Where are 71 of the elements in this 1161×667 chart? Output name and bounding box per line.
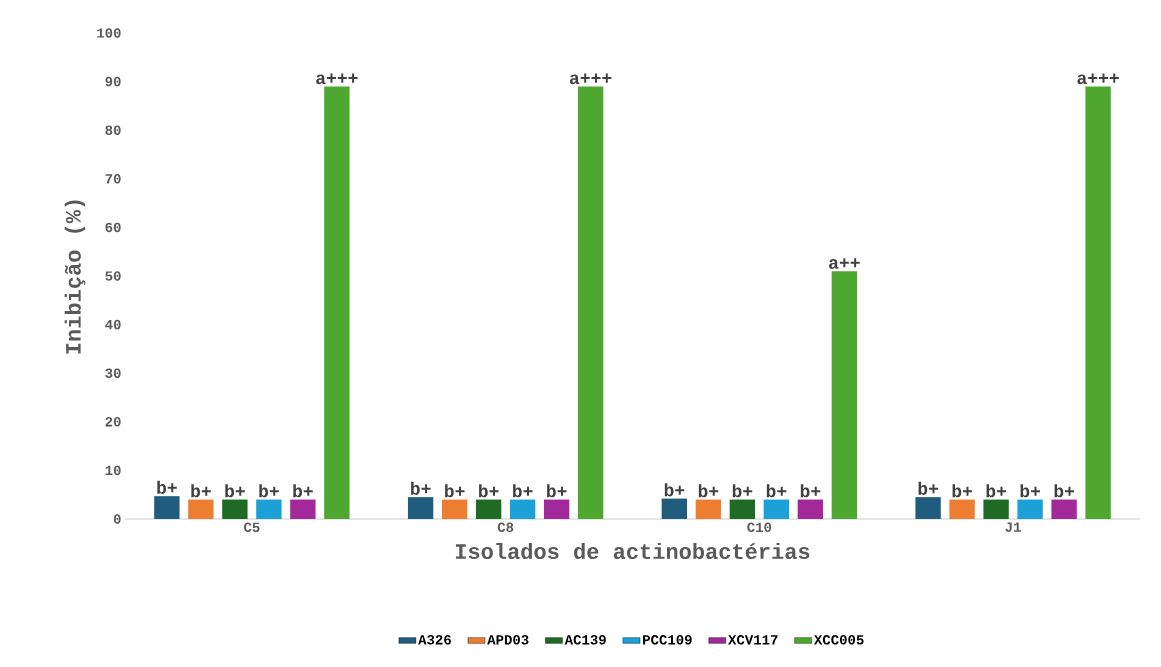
bar bbox=[695, 499, 722, 519]
y-tick-label: 30 bbox=[105, 368, 121, 378]
data-label: b+ bbox=[698, 484, 719, 498]
data-label: b+ bbox=[157, 480, 177, 494]
x-axis-title: Isolados de actinobactérias bbox=[455, 542, 810, 560]
legend-label: A326 bbox=[418, 635, 451, 645]
bar bbox=[509, 499, 536, 519]
bar bbox=[661, 498, 688, 519]
data-label: b+ bbox=[293, 484, 313, 498]
bar bbox=[915, 497, 941, 519]
y-tick-label: 100 bbox=[97, 28, 121, 38]
bar bbox=[1085, 86, 1111, 519]
bar bbox=[729, 499, 756, 519]
data-label: b+ bbox=[952, 484, 973, 498]
bar bbox=[831, 271, 858, 519]
data-label: b+ bbox=[732, 484, 753, 498]
x-tick-label: C10 bbox=[747, 522, 772, 533]
y-tick-label: 20 bbox=[105, 417, 121, 427]
legend-label: XCV117 bbox=[728, 635, 778, 645]
x-tick-label: C5 bbox=[244, 522, 260, 533]
x-tick-label: J1 bbox=[1005, 522, 1021, 532]
bar bbox=[475, 499, 502, 519]
x-tick-label: C8 bbox=[497, 522, 514, 533]
y-tick-label: 50 bbox=[105, 271, 121, 281]
data-label: b+ bbox=[918, 481, 938, 495]
bar bbox=[154, 496, 180, 519]
y-tick-label: 0 bbox=[113, 514, 121, 524]
bar bbox=[1051, 499, 1077, 519]
data-label: b+ bbox=[986, 484, 1007, 498]
data-label: a+++ bbox=[316, 73, 358, 85]
data-label: b+ bbox=[445, 484, 465, 498]
bar bbox=[290, 499, 316, 519]
y-axis-title: Inibição (%) bbox=[64, 200, 86, 354]
bar bbox=[441, 499, 468, 519]
data-label: b+ bbox=[191, 484, 211, 498]
y-tick-label: 60 bbox=[105, 222, 121, 233]
data-label: a+++ bbox=[1077, 73, 1119, 85]
data-label: b+ bbox=[411, 481, 431, 495]
data-label: b+ bbox=[547, 484, 567, 498]
legend-label: APD03 bbox=[487, 635, 529, 645]
data-label: b+ bbox=[225, 484, 245, 498]
y-tick-label: 10 bbox=[105, 465, 121, 476]
data-label: a++ bbox=[829, 258, 860, 269]
bar bbox=[949, 499, 975, 519]
data-label: b+ bbox=[513, 484, 533, 498]
bar bbox=[222, 499, 248, 519]
data-label: a+++ bbox=[569, 73, 612, 85]
legend-label: XCC005 bbox=[813, 635, 864, 645]
legend-label: PCC109 bbox=[643, 635, 692, 645]
bar bbox=[983, 499, 1009, 519]
data-label: b+ bbox=[1020, 484, 1041, 498]
legend-label: AC139 bbox=[564, 635, 606, 645]
bar bbox=[407, 497, 434, 519]
y-tick-label: 40 bbox=[105, 319, 121, 330]
bar bbox=[797, 499, 824, 519]
y-tick-label: 90 bbox=[105, 76, 121, 87]
data-label: b+ bbox=[1054, 484, 1075, 498]
bar bbox=[577, 86, 604, 519]
y-tick-label: 80 bbox=[105, 125, 121, 135]
bar bbox=[1017, 499, 1043, 519]
y-tick-label: 70 bbox=[105, 174, 121, 184]
bar bbox=[763, 499, 790, 519]
bar bbox=[188, 499, 214, 519]
data-label: b+ bbox=[479, 484, 499, 498]
bar bbox=[543, 499, 570, 519]
data-label: b+ bbox=[800, 484, 821, 498]
data-label: b+ bbox=[664, 483, 685, 497]
data-label: b+ bbox=[259, 484, 279, 498]
bar bbox=[256, 499, 282, 519]
data-label: b+ bbox=[766, 484, 787, 498]
bar bbox=[324, 86, 350, 519]
